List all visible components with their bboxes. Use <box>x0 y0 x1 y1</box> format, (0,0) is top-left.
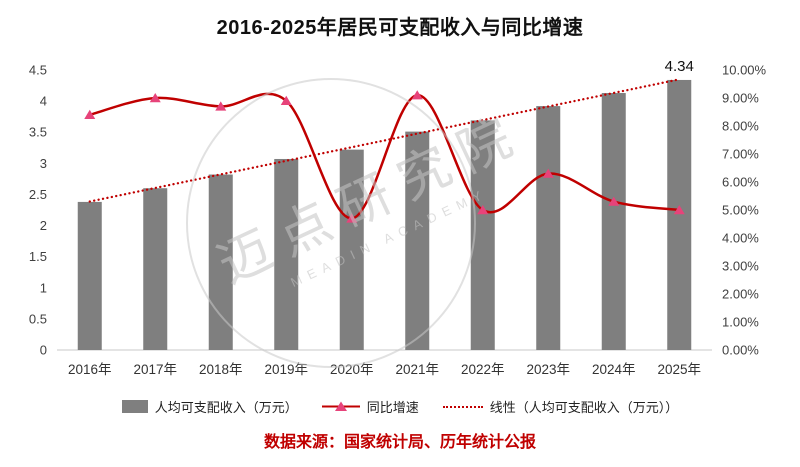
x-axis-tick-label: 2024年 <box>592 362 636 377</box>
y-axis-right-tick-label: 8.00% <box>722 119 759 134</box>
y-axis-right-tick-label: 4.00% <box>722 231 759 246</box>
x-axis-tick-label: 2021年 <box>395 362 439 377</box>
bar <box>667 79 692 350</box>
growth-marker-icon <box>346 213 358 223</box>
bar <box>339 149 364 350</box>
y-axis-right-tick-label: 6.00% <box>722 175 759 190</box>
legend-label-growth: 同比增速 <box>366 400 419 415</box>
y-axis-right-tick-label: 2.00% <box>722 287 759 302</box>
legend-label-trend: 线性（人均可支配收入（万元）） <box>489 400 679 415</box>
x-axis-tick-label: 2018年 <box>199 362 243 377</box>
dotted-line-swatch-icon <box>442 405 483 408</box>
y-axis-left-tick-label: 1.5 <box>29 249 47 264</box>
y-axis-left-tick-label: 3 <box>40 156 47 171</box>
growth-marker-icon <box>215 101 227 111</box>
growth-marker-icon <box>411 90 423 100</box>
bar <box>536 106 561 350</box>
y-axis-left-tick-label: 4 <box>40 94 47 109</box>
x-axis-tick-label: 2016年 <box>68 362 112 377</box>
x-axis-tick-label: 2017年 <box>133 362 177 377</box>
y-axis-right-tick-label: 10.00% <box>722 63 767 78</box>
bar-swatch-icon <box>121 400 148 413</box>
chart-title: 2016-2025年居民可支配收入与同比增速 <box>216 17 584 39</box>
chart-plot: 4.5 4 3.5 3 2.5 2 1.5 1 0.5 0 10.00% 9.00% 8.00% 7.00… <box>29 58 767 377</box>
growth-marker-icon <box>542 168 554 178</box>
source-note: 数据来源：国家统计局、历年统计公报 <box>263 434 536 451</box>
growth-marker-icon <box>280 95 292 105</box>
legend-item-trend: 线性（人均可支配收入（万元）） <box>442 397 679 416</box>
y-axis-right-tick-label: 9.00% <box>722 91 759 106</box>
legend-item-growth: 同比增速 <box>321 397 419 416</box>
growth-marker-icon <box>477 205 489 215</box>
y-axis-left-tick-label: 0.5 <box>29 311 47 326</box>
y-axis-right-tick-label: 1.00% <box>722 315 759 330</box>
line-marker-swatch-icon <box>321 401 360 411</box>
growth-line <box>89 92 680 220</box>
bar <box>405 131 430 350</box>
growth-marker-icon <box>84 109 96 119</box>
legend: 人均可支配收入（万元） 同比增速 线性（人均可支配收入（万元）） <box>0 397 800 416</box>
y-axis-right-tick-label: 7.00% <box>722 147 759 162</box>
legend-item-income: 人均可支配收入（万元） <box>121 397 298 416</box>
y-axis-left-tick-label: 2.5 <box>29 187 47 202</box>
y-axis-right-tick-label: 0.00% <box>722 343 759 358</box>
bar <box>143 188 168 350</box>
bar <box>77 201 102 350</box>
bar-value-label: 4.34 <box>665 58 694 75</box>
bar <box>274 158 299 350</box>
bar <box>208 174 233 350</box>
bar <box>601 93 626 350</box>
growth-marker-icon <box>149 93 161 103</box>
growth-marker-icon <box>608 196 620 206</box>
y-axis-left-tick-label: 2 <box>40 218 47 233</box>
legend-label-income: 人均可支配收入（万元） <box>154 400 298 415</box>
x-axis-tick-label: 2025年 <box>657 362 701 377</box>
y-axis-left-tick-label: 3.5 <box>29 125 47 140</box>
y-axis-left-tick-label: 4.5 <box>29 63 47 78</box>
y-axis-right-tick-label: 3.00% <box>722 259 759 274</box>
y-axis-right-tick-label: 5.00% <box>722 203 759 218</box>
x-axis-tick-label: 2022年 <box>461 362 505 377</box>
y-axis-left-tick-label: 0 <box>40 343 47 358</box>
x-axis-tick-label: 2019年 <box>264 362 308 377</box>
growth-marker-icon <box>673 205 685 215</box>
y-axis-left-tick-label: 1 <box>40 280 47 295</box>
trend-line <box>88 78 681 203</box>
x-axis-tick-label: 2023年 <box>526 362 570 377</box>
x-axis-tick-label: 2020年 <box>330 362 374 377</box>
bar <box>470 120 495 351</box>
